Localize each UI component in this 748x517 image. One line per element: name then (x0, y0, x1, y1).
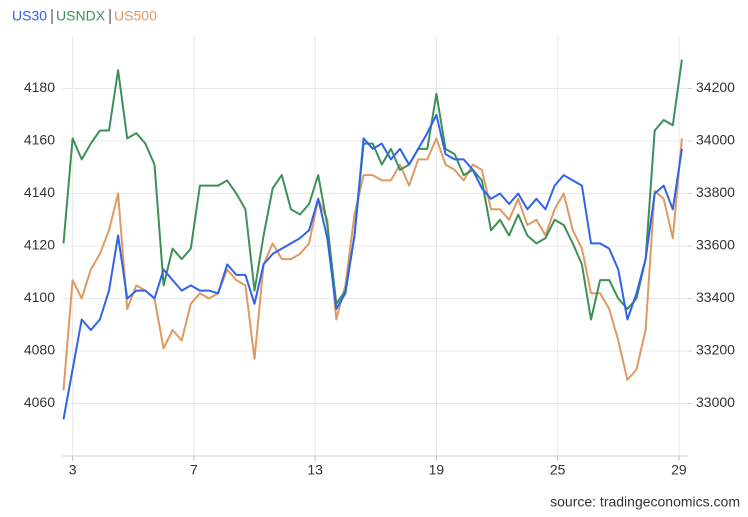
x-tick-label: 7 (190, 462, 198, 478)
y-tick-label: 4060 (24, 394, 55, 410)
y-tick-label: 4120 (24, 237, 55, 253)
y2-tick-label: 33600 (696, 237, 735, 253)
series-line (62, 113, 683, 420)
legend: US30 USNDX US500 (12, 8, 157, 24)
legend-entry: USNDX (56, 8, 106, 24)
y-tick-label: 4160 (24, 132, 55, 148)
y2-tick-label: 33200 (696, 342, 735, 358)
x-tick-label: 13 (307, 462, 323, 478)
source: source: tradingeconomics.com (550, 494, 740, 510)
y2-tick-label: 33000 (696, 394, 735, 410)
y2-tick-label: 33400 (696, 289, 735, 305)
legend-entry: US500 (114, 8, 157, 24)
x-tick-label: 29 (671, 462, 687, 478)
x-tick-label: 25 (550, 462, 566, 478)
y-tick-label: 4140 (24, 184, 55, 200)
series-line (62, 137, 683, 391)
legend-entry: US30 (12, 8, 47, 24)
y2-tick-label: 33800 (696, 184, 735, 200)
y-tick-label: 4180 (24, 79, 55, 95)
y2-tick-label: 34000 (696, 132, 735, 148)
y-tick-label: 4100 (24, 289, 55, 305)
x-tick-label: 19 (429, 462, 445, 478)
y-tick-label: 4080 (24, 342, 55, 358)
y2-tick-label: 34200 (696, 79, 735, 95)
x-tick-label: 3 (69, 462, 77, 478)
